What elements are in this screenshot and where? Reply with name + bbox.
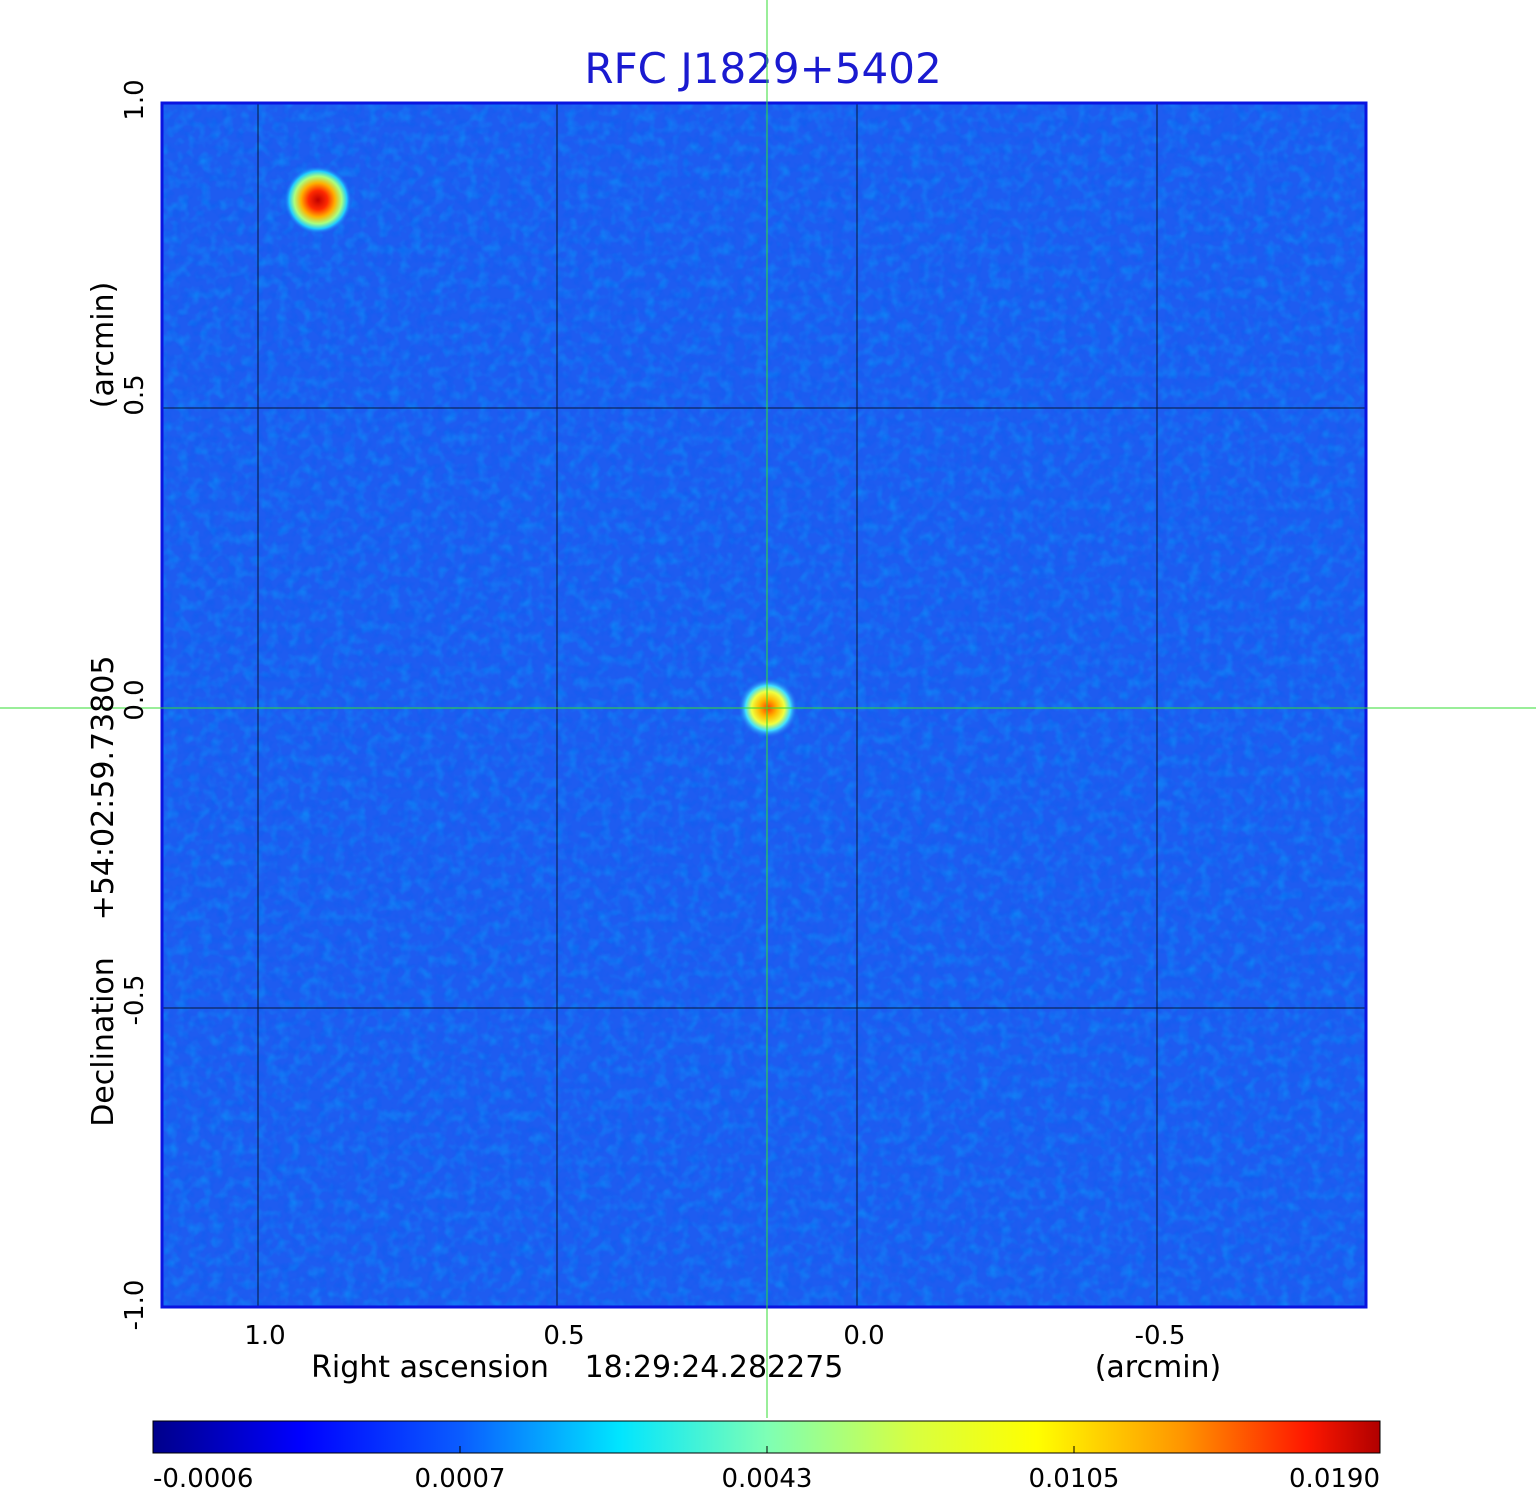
sky-map bbox=[160, 101, 1368, 1309]
x-axis-label-part: 18:29:24.282275 bbox=[585, 1350, 844, 1385]
image-title: RFC J1829+5402 bbox=[584, 44, 941, 93]
colorbar-tick-label: 0.0190 bbox=[1289, 1464, 1380, 1494]
y-tick-label: 1.0 bbox=[120, 79, 150, 120]
x-axis-unit: (arcmin) bbox=[1095, 1350, 1222, 1385]
y-axis-unit: (arcmin) bbox=[86, 282, 121, 409]
colorbar-tick-label: 0.0043 bbox=[722, 1464, 813, 1494]
y-tick-label: -1.0 bbox=[120, 1280, 150, 1331]
x-tick-label: 0.5 bbox=[543, 1321, 584, 1351]
y-axis-label: (arcmin) +54:02:59.73805 Declination bbox=[86, 282, 121, 1127]
x-tick-label: -0.5 bbox=[1135, 1321, 1186, 1351]
colorbar: -0.0006 0.0007 0.0043 0.0105 0.0190 bbox=[152, 1420, 1381, 1494]
colorbar-ticks bbox=[459, 1446, 1075, 1453]
colorbar-tick-label: 0.0105 bbox=[1029, 1464, 1120, 1494]
y-tick-label: 0.5 bbox=[120, 374, 150, 415]
y-tick-label: -0.5 bbox=[120, 975, 150, 1026]
coordinate-grid bbox=[162, 103, 1366, 1307]
crosshair bbox=[0, 0, 1536, 1418]
colorbar-tick-labels: -0.0006 0.0007 0.0043 0.0105 0.0190 bbox=[153, 1464, 1380, 1494]
x-axis-label-part: Right ascension bbox=[311, 1350, 549, 1385]
y-axis-ticks: 1.0 0.5 0.0 -0.5 -1.0 bbox=[120, 79, 150, 1330]
x-axis-ticks: 1.0 0.5 0.0 -0.5 bbox=[244, 1321, 1185, 1351]
x-tick-label: 1.0 bbox=[244, 1321, 285, 1351]
colorbar-tick-label: 0.0007 bbox=[415, 1464, 506, 1494]
map-frame bbox=[160, 101, 1368, 1309]
y-tick-label: 0.0 bbox=[120, 679, 150, 720]
bright-source-upper-left bbox=[284, 166, 352, 234]
x-axis-label: Right ascension 18:29:24.282275 (arcmin) bbox=[311, 1350, 1221, 1385]
colorbar-tick-label: -0.0006 bbox=[153, 1464, 253, 1494]
x-tick-label: 0.0 bbox=[843, 1321, 884, 1351]
y-axis-label-part: +54:02:59.73805 bbox=[86, 656, 121, 921]
y-axis-label-part: Declination bbox=[86, 957, 121, 1127]
